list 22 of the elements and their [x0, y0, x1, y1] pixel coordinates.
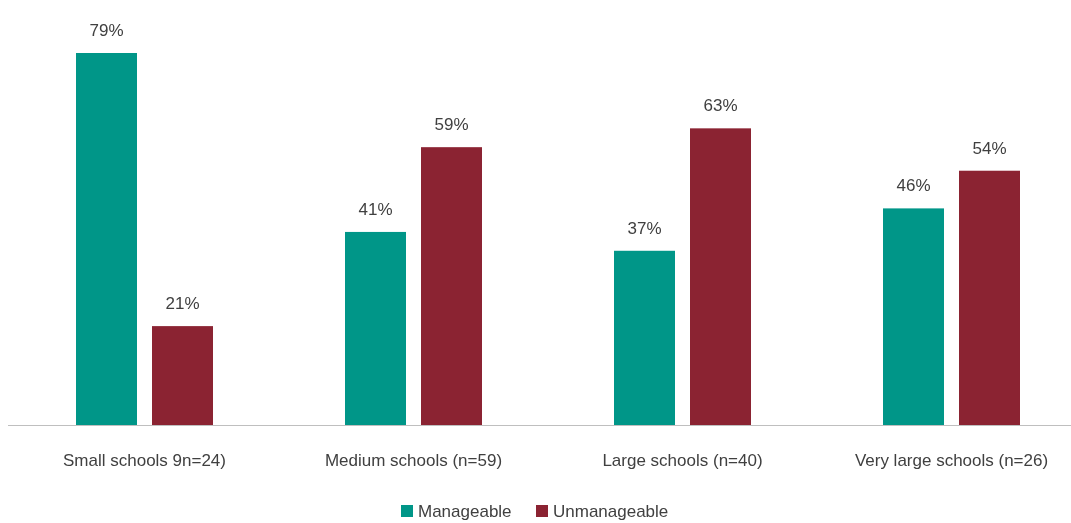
bar	[614, 250, 675, 425]
bar	[883, 208, 944, 425]
bar	[152, 326, 213, 425]
x-tick-label: Small schools 9n=24)	[62, 451, 227, 470]
data-label: 46%	[896, 176, 931, 196]
data-label: 79%	[89, 21, 124, 40]
data-label: 54%	[972, 138, 1007, 158]
data-label: 59%	[434, 115, 469, 135]
data-label: 63%	[703, 96, 738, 116]
x-tick-label: Very large schools (n=26)	[854, 451, 1049, 470]
x-tick-label: Medium schools (n=59)	[324, 451, 503, 470]
bar	[76, 53, 137, 425]
bar	[959, 170, 1020, 425]
bar	[690, 128, 751, 425]
x-tick-label: Large schools (n=40)	[602, 451, 763, 470]
bar	[345, 231, 406, 425]
data-label: 41%	[358, 199, 393, 219]
bar	[421, 147, 482, 425]
data-label: 21%	[165, 294, 200, 314]
legend-label: Unmanageable	[553, 502, 669, 521]
legend-label: Manageable	[418, 502, 512, 521]
data-label: 37%	[627, 218, 662, 238]
